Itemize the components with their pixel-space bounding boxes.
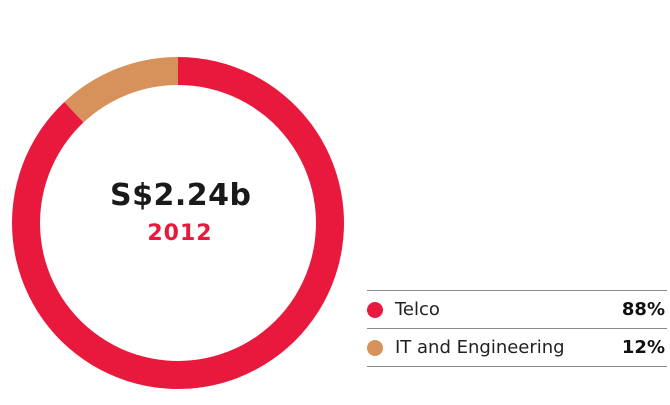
- legend-label: Telco: [395, 299, 440, 320]
- legend-item-telco: Telco 88%: [367, 290, 667, 328]
- year-label: 2012: [147, 221, 213, 246]
- legend-label: IT and Engineering: [395, 337, 565, 358]
- legend: Telco 88% IT and Engineering 12%: [367, 290, 667, 367]
- total-value: S$2.24b: [110, 178, 252, 213]
- it-engineering-swatch: [367, 340, 383, 356]
- legend-value: 88%: [621, 299, 665, 320]
- donut-slices: [11, 57, 344, 389]
- telco-swatch: [367, 302, 383, 318]
- slice-it-and-engineering: [64, 57, 178, 123]
- legend-value: 12%: [621, 337, 665, 358]
- legend-item-it-engineering: IT and Engineering 12%: [367, 328, 667, 367]
- inner-ring: [49, 94, 307, 352]
